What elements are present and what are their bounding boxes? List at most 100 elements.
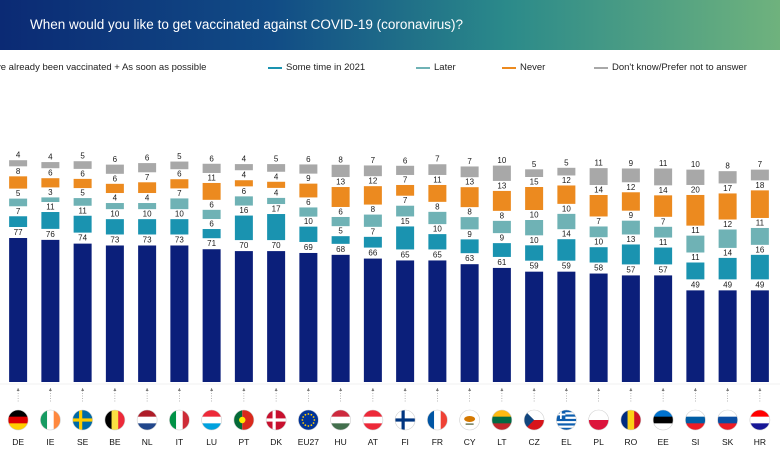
bar-segment: [73, 198, 92, 206]
data-label: 18: [755, 181, 764, 190]
data-label: 9: [629, 211, 634, 220]
data-label: 11: [756, 218, 765, 227]
data-label: 57: [626, 265, 635, 274]
flag-ring: [459, 409, 480, 431]
bar-segment: [686, 235, 705, 253]
bar-segment: [621, 275, 640, 382]
legend-swatch: [502, 66, 516, 69]
bar-segment: [234, 215, 253, 241]
data-label: 7: [16, 207, 21, 216]
flag-de-icon: [8, 410, 29, 430]
legend-swatch: [594, 66, 608, 69]
legend-item-2021: Some time in 2021: [268, 62, 365, 73]
legend-label: Don't know/Prefer not to answer: [612, 62, 747, 73]
data-label: 57: [659, 265, 668, 274]
data-label: 11: [78, 206, 87, 215]
bar-segment: [525, 271, 544, 382]
category-label: EU27: [298, 437, 320, 447]
bar-segment: [428, 260, 447, 382]
data-label: 69: [304, 243, 313, 252]
data-label: 16: [239, 206, 248, 215]
data-label: 76: [46, 230, 55, 239]
arrow-icon: [145, 388, 149, 391]
legend-label: ve already been vaccinated + As soon as …: [0, 62, 207, 73]
bar-segment: [557, 167, 576, 176]
flag-ring: [523, 409, 545, 431]
category-label: SE: [77, 437, 89, 447]
data-label: 11: [207, 173, 216, 182]
arrow-icon: [629, 388, 633, 391]
flag-hu-icon: [330, 410, 351, 430]
category-label: DE: [12, 437, 24, 447]
data-label: 59: [562, 262, 571, 271]
arrow-icon: [597, 388, 601, 391]
bar-segment: [9, 160, 28, 167]
bar-segment: [105, 183, 124, 194]
flag-ring: [717, 409, 738, 431]
arrow-icon: [210, 388, 214, 391]
bar-segment: [267, 197, 286, 205]
bar-segment: [41, 178, 60, 188]
data-label: 7: [467, 157, 472, 166]
bar-segment: [331, 216, 350, 227]
data-label: 20: [691, 185, 700, 194]
bar-segment: [170, 245, 189, 382]
data-label: 7: [371, 227, 376, 236]
data-label: 8: [725, 162, 730, 171]
bar-segment: [299, 183, 318, 198]
legend-label: Never: [520, 62, 546, 73]
flag-ring: [265, 409, 287, 431]
data-label: 73: [175, 235, 184, 244]
bar-segment: [73, 215, 92, 233]
data-label: 3: [48, 188, 53, 197]
bar-segment: [234, 196, 253, 206]
arrow-icon: [306, 388, 310, 391]
data-label: 12: [562, 176, 571, 185]
bar-segment: [428, 234, 447, 250]
data-label: 10: [691, 160, 700, 169]
data-label: 7: [435, 155, 440, 164]
data-label: 65: [401, 250, 410, 259]
title-bar: When would you like to get vaccinated ag…: [0, 0, 780, 50]
bar-segment: [299, 164, 318, 174]
flag-be-icon: [104, 410, 125, 430]
arrow-icon: [564, 388, 568, 391]
bar-segment: [589, 168, 608, 186]
data-label: 7: [371, 156, 376, 165]
flag-nl-icon: [137, 410, 158, 430]
bar-segment: [9, 238, 28, 382]
bar-segment: [396, 205, 415, 217]
bar-segment: [718, 193, 737, 220]
data-label: 6: [113, 155, 118, 164]
data-label: 49: [723, 280, 732, 289]
data-label: 7: [661, 217, 666, 226]
data-label: 10: [175, 210, 184, 219]
data-label: 10: [497, 156, 506, 165]
data-label: 8: [16, 167, 21, 176]
data-label: 6: [338, 207, 343, 216]
data-label: 6: [209, 154, 214, 163]
bar-segment: [331, 164, 350, 178]
category-label: LT: [497, 437, 506, 447]
arrow-icon: [113, 388, 117, 391]
data-label: 5: [80, 189, 85, 198]
bar-segment: [686, 169, 705, 185]
bar-segment: [621, 244, 640, 265]
flag-ring: [556, 409, 577, 431]
bar-segment: [234, 164, 253, 171]
bar-segment: [73, 161, 92, 169]
flag-ring: [427, 409, 448, 431]
data-label: 11: [691, 253, 700, 262]
flag-cz-icon: [524, 410, 545, 430]
legend-swatch: [416, 66, 430, 69]
bar-segment: [299, 226, 318, 242]
bar-segment: [299, 252, 318, 382]
data-label: 11: [46, 203, 55, 212]
bar-segment: [621, 168, 640, 183]
data-label: 70: [272, 241, 281, 250]
arrow-icon: [48, 388, 52, 391]
chart-title: When would you like to get vaccinated ag…: [30, 17, 463, 32]
bar-segment: [138, 182, 157, 194]
data-label: 73: [110, 235, 119, 244]
